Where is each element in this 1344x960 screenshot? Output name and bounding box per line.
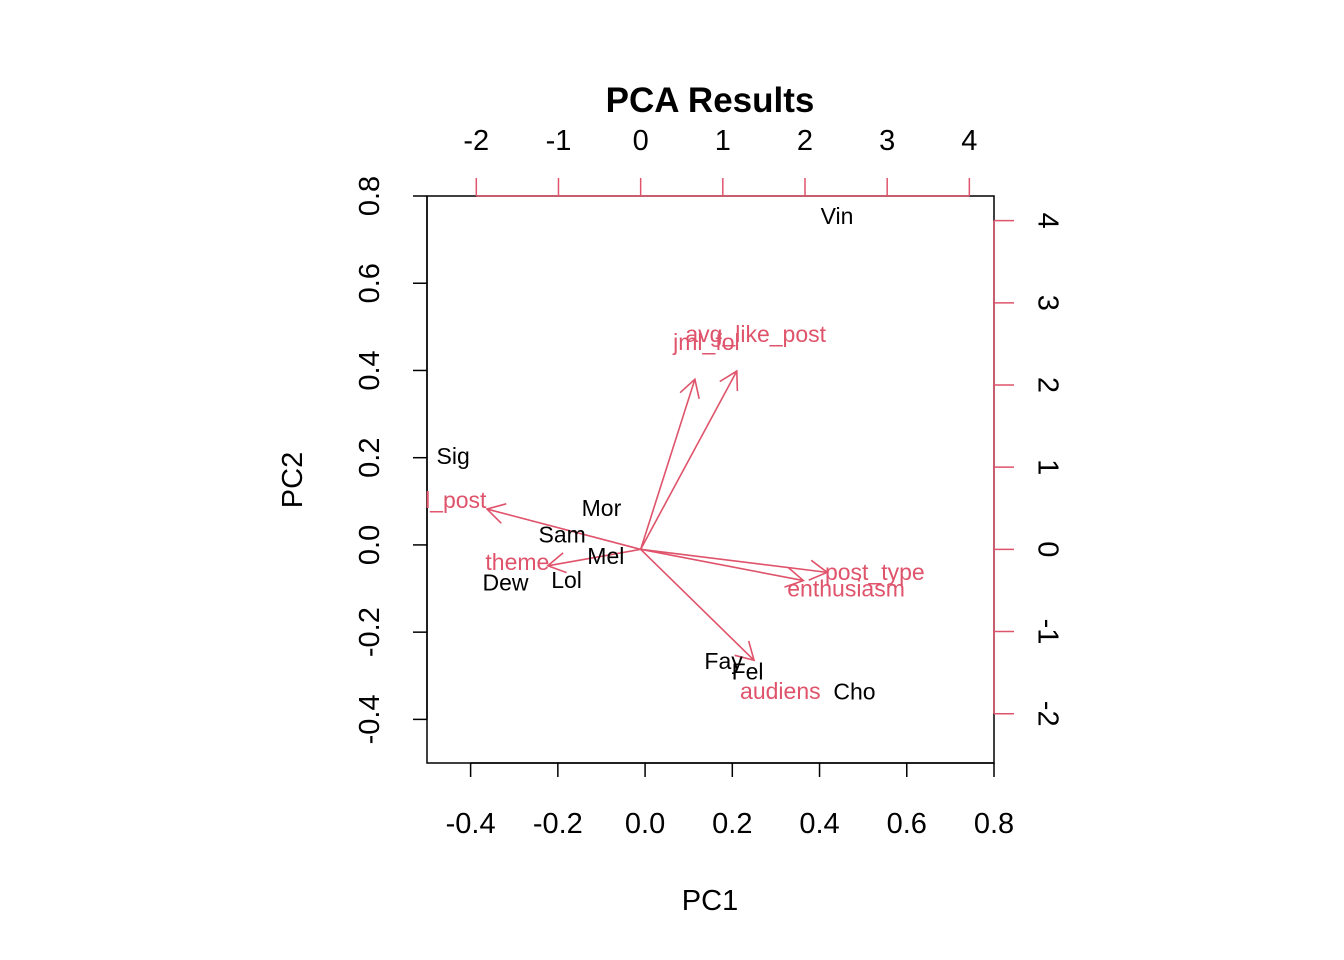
x-tick-label: -0.4 [446, 808, 496, 840]
left-axis: -0.4 -0.2 0.0 0.2 0.4 0.6 0.8 [354, 176, 428, 744]
arrow-head [808, 559, 829, 581]
top-tick-label: 3 [879, 125, 895, 157]
variable-label: enthusiasm [787, 576, 905, 602]
right-tick-label: -1 [1031, 619, 1063, 645]
x-axis-label: PC1 [682, 885, 738, 917]
x-tick-label: 0.2 [712, 808, 752, 840]
top-tick-label: 0 [633, 125, 649, 157]
arrow-head [546, 552, 567, 574]
y-tick-label: 0.8 [354, 176, 386, 216]
arrow-head [734, 640, 756, 662]
observation-label: Vin [821, 203, 854, 229]
bottom-axis: -0.4 -0.2 0.0 0.2 0.4 0.6 0.8 [446, 762, 1014, 840]
observation-label: Fay [704, 648, 743, 674]
variable-arrow [640, 548, 828, 574]
variable-label: audiens [740, 678, 821, 704]
variable-label: jml_fol [672, 329, 739, 355]
top-tick-label: 4 [961, 125, 977, 157]
variable-label: avg_like_post [685, 321, 826, 347]
arrow-head [679, 377, 700, 399]
x-tick-label: 0.6 [887, 808, 927, 840]
observation-label: Mel [587, 543, 624, 569]
y-tick-label: 0.2 [354, 438, 386, 478]
top-tick-label: -2 [463, 125, 489, 157]
variable-label: post_type [825, 559, 925, 585]
variable-arrow [640, 548, 755, 661]
y-tick-label: -0.4 [354, 694, 386, 744]
y-tick-label: 0.0 [354, 525, 386, 565]
variable-label: l_post [425, 487, 487, 513]
variable-arrow [639, 370, 738, 550]
plot-frame [426, 195, 995, 764]
right-axis: -2 -1 0 1 2 3 4 [993, 213, 1063, 727]
chart-title: PCA Results [606, 81, 815, 120]
top-tick-label: -1 [546, 125, 572, 157]
top-tick-label: 2 [797, 125, 813, 157]
x-tick-label: -0.2 [533, 808, 583, 840]
right-tick-label: 2 [1031, 377, 1063, 393]
y-axis-label: PC2 [277, 452, 309, 508]
observation-label: Lol [551, 567, 582, 593]
y-tick-label: -0.2 [354, 607, 386, 657]
observation-label: Cho [833, 678, 875, 704]
observation-label: Sig [437, 443, 470, 469]
y-tick-label: 0.6 [354, 263, 386, 303]
variable-arrow [639, 379, 696, 550]
right-tick-label: 0 [1031, 541, 1063, 557]
x-tick-label: 0.4 [799, 808, 839, 840]
variable-arrow [547, 548, 641, 567]
observation-label: Fel [732, 659, 764, 685]
observation-label: Dew [482, 569, 528, 595]
variable-arrow [640, 548, 804, 582]
variable-arrows [485, 369, 829, 662]
observation-label: Sam [539, 521, 586, 547]
variable-label: theme [485, 549, 549, 575]
top-tick-label: 1 [715, 125, 731, 157]
x-tick-label: 0.0 [625, 808, 665, 840]
right-tick-label: 3 [1031, 295, 1063, 311]
variable-arrow [486, 508, 641, 551]
arrow-head [784, 566, 805, 588]
right-tick-label: -2 [1031, 701, 1063, 727]
x-tick-label: 0.8 [974, 808, 1014, 840]
y-tick-label: 0.4 [354, 350, 386, 390]
right-tick-label: 1 [1031, 459, 1063, 475]
observation-label: Mor [582, 495, 622, 521]
top-axis: -2 -1 0 1 2 3 4 [463, 125, 977, 197]
right-tick-label: 4 [1031, 213, 1063, 229]
arrow-head [485, 503, 507, 524]
arrow-head [719, 369, 739, 392]
